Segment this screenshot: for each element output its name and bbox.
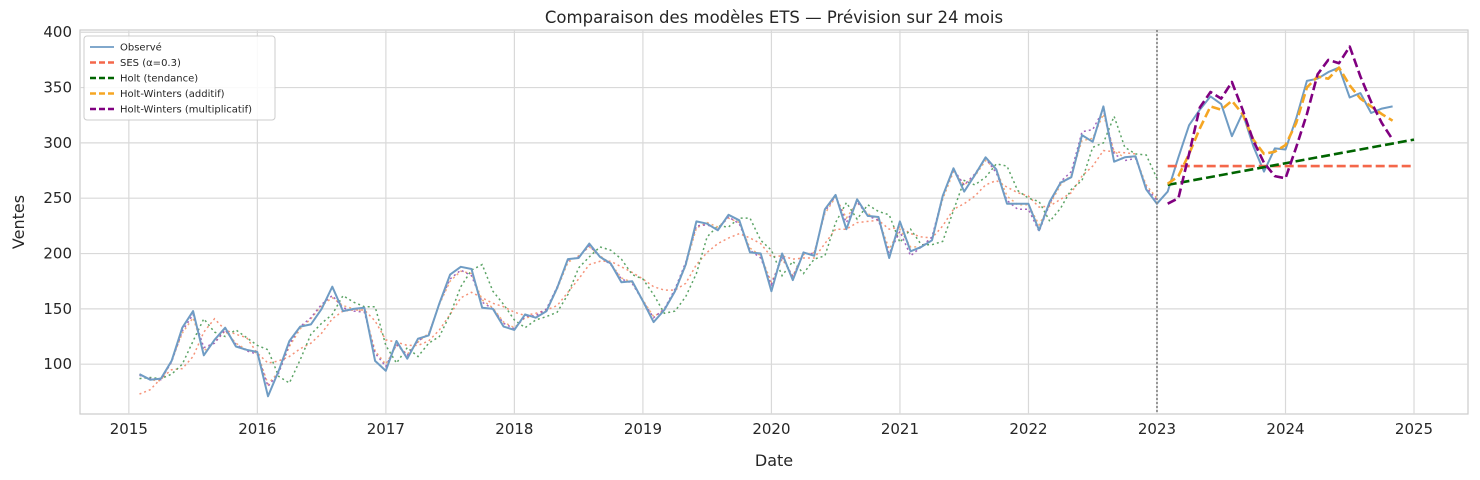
fitted-line xyxy=(139,149,1136,395)
x-tick-label: 2018 xyxy=(495,420,533,438)
legend: Observé SES (α=0.3) Holt (tendance) Holt-Wi… xyxy=(83,35,276,121)
legend-label: Holt (tendance) xyxy=(120,74,198,85)
y-axis-label: Ventes xyxy=(9,195,28,249)
x-axis-ticks: 2015 2016 2017 2018 2019 2020 2021 2022 2023 2024… xyxy=(110,420,1433,438)
x-tick-label: 2019 xyxy=(624,420,662,438)
y-tick-label: 350 xyxy=(43,79,72,97)
forecast-line xyxy=(1166,66,1394,185)
legend-label: Holt-Winters (multiplicatif) xyxy=(120,105,252,116)
chart-title: Comparaison des modèles ETS — Prévision … xyxy=(545,8,1003,27)
forecast-series-group xyxy=(1166,45,1415,205)
legend-label: Observé xyxy=(120,42,162,54)
y-tick-label: 150 xyxy=(43,300,72,318)
observed-series-group xyxy=(139,66,1393,398)
x-tick-label: 2016 xyxy=(238,420,276,438)
forecast-line xyxy=(1167,45,1394,205)
y-tick-label: 200 xyxy=(43,245,72,263)
x-tick-label: 2020 xyxy=(752,420,790,438)
y-tick-label: 400 xyxy=(43,23,72,41)
y-tick-label: 250 xyxy=(43,189,72,207)
legend-box xyxy=(83,35,276,121)
observed-line xyxy=(139,66,1393,398)
x-tick-label: 2025 xyxy=(1395,420,1433,438)
x-tick-label: 2015 xyxy=(110,420,148,438)
y-tick-label: 300 xyxy=(43,134,72,152)
y-axis-ticks: 100 150 200 250 300 350 400 xyxy=(43,23,72,373)
x-axis-label: Date xyxy=(755,451,793,470)
legend-label: Holt-Winters (additif) xyxy=(120,89,225,100)
x-tick-label: 2024 xyxy=(1266,420,1304,438)
x-tick-label: 2017 xyxy=(367,420,405,438)
x-tick-label: 2022 xyxy=(1009,420,1047,438)
y-tick-label: 100 xyxy=(43,355,72,373)
x-tick-label: 2021 xyxy=(881,420,919,438)
x-tick-label: 2023 xyxy=(1138,420,1176,438)
legend-label: SES (α=0.3) xyxy=(120,58,181,69)
